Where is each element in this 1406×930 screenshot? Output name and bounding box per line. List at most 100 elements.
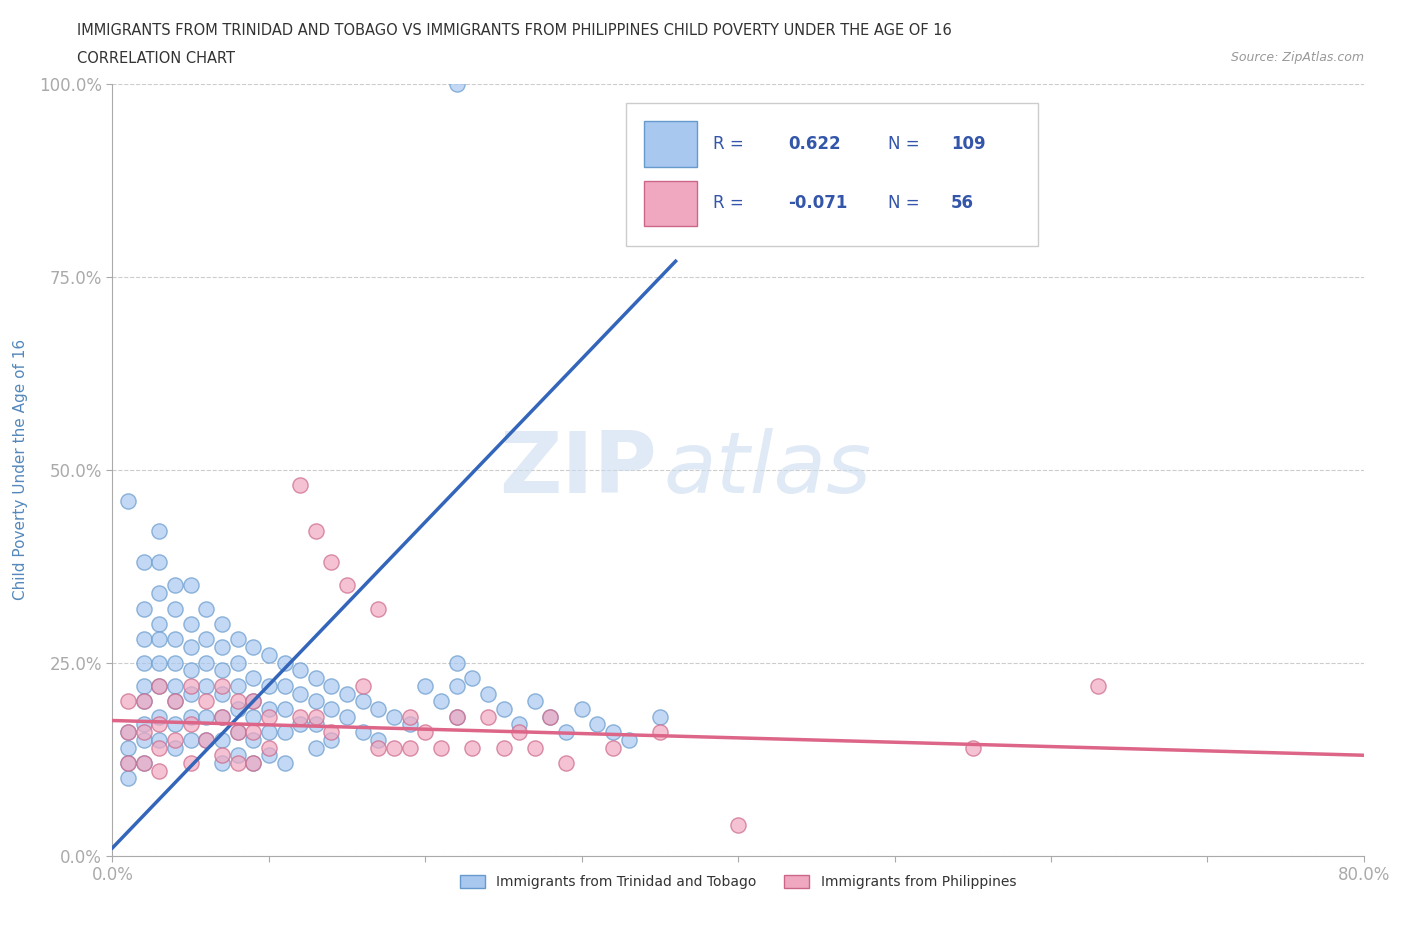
Point: [195, 601, 218, 616]
Point: [1087, 678, 1109, 693]
Point: [132, 601, 155, 616]
Point: [523, 694, 546, 709]
Point: [117, 724, 139, 739]
Point: [352, 678, 374, 693]
Text: 109: 109: [950, 135, 986, 153]
Point: [336, 578, 359, 593]
Point: [180, 640, 202, 655]
Text: IMMIGRANTS FROM TRINIDAD AND TOBAGO VS IMMIGRANTS FROM PHILIPPINES CHILD POVERTY: IMMIGRANTS FROM TRINIDAD AND TOBAGO VS I…: [77, 23, 952, 38]
Point: [163, 694, 186, 709]
Point: [132, 755, 155, 770]
Point: [336, 710, 359, 724]
Point: [727, 817, 749, 832]
Text: CORRELATION CHART: CORRELATION CHART: [77, 51, 235, 66]
Point: [148, 710, 170, 724]
Point: [163, 717, 186, 732]
Point: [492, 740, 515, 755]
Point: [148, 678, 170, 693]
Point: [382, 740, 405, 755]
Point: [273, 656, 295, 671]
Point: [180, 733, 202, 748]
Point: [211, 710, 233, 724]
Point: [117, 755, 139, 770]
Point: [195, 733, 218, 748]
Point: [555, 724, 578, 739]
Point: [211, 710, 233, 724]
Text: Source: ZipAtlas.com: Source: ZipAtlas.com: [1230, 51, 1364, 64]
Point: [195, 678, 218, 693]
Point: [211, 663, 233, 678]
Point: [461, 671, 484, 685]
Point: [602, 724, 624, 739]
Text: 56: 56: [950, 194, 974, 212]
Point: [477, 686, 499, 701]
Point: [132, 694, 155, 709]
Point: [477, 710, 499, 724]
Point: [211, 678, 233, 693]
Point: [226, 701, 249, 716]
Point: [446, 710, 468, 724]
Point: [398, 740, 420, 755]
Point: [290, 717, 312, 732]
Point: [211, 748, 233, 763]
Point: [290, 663, 312, 678]
Point: [398, 710, 420, 724]
Text: 0.622: 0.622: [789, 135, 841, 153]
Text: N =: N =: [889, 194, 920, 212]
Point: [148, 632, 170, 647]
Point: [226, 656, 249, 671]
Point: [617, 733, 640, 748]
Point: [523, 740, 546, 755]
Point: [257, 710, 280, 724]
Point: [242, 755, 264, 770]
Point: [180, 663, 202, 678]
Point: [290, 478, 312, 493]
Point: [132, 678, 155, 693]
Point: [321, 555, 343, 570]
Point: [132, 656, 155, 671]
Point: [180, 617, 202, 631]
Point: [148, 678, 170, 693]
Point: [148, 740, 170, 755]
Point: [242, 694, 264, 709]
Point: [321, 724, 343, 739]
Point: [148, 617, 170, 631]
Point: [211, 640, 233, 655]
Point: [242, 755, 264, 770]
Text: ZIP: ZIP: [499, 428, 657, 512]
Point: [446, 656, 468, 671]
Point: [163, 656, 186, 671]
Point: [508, 724, 530, 739]
Point: [195, 710, 218, 724]
Point: [352, 694, 374, 709]
Point: [571, 701, 593, 716]
Point: [163, 733, 186, 748]
Point: [132, 632, 155, 647]
Point: [180, 678, 202, 693]
Text: N =: N =: [889, 135, 920, 153]
Point: [367, 701, 389, 716]
Point: [602, 740, 624, 755]
Text: R =: R =: [713, 135, 744, 153]
Point: [382, 710, 405, 724]
Point: [148, 555, 170, 570]
Point: [305, 710, 328, 724]
Point: [132, 717, 155, 732]
Point: [540, 710, 562, 724]
Point: [226, 724, 249, 739]
Point: [148, 656, 170, 671]
Text: R =: R =: [713, 194, 744, 212]
Point: [242, 724, 264, 739]
Text: -0.071: -0.071: [789, 194, 848, 212]
Point: [461, 740, 484, 755]
Point: [648, 710, 671, 724]
Y-axis label: Child Poverty Under the Age of 16: Child Poverty Under the Age of 16: [13, 339, 28, 600]
Point: [586, 717, 609, 732]
FancyBboxPatch shape: [644, 121, 697, 166]
Point: [367, 601, 389, 616]
Point: [257, 647, 280, 662]
Point: [321, 733, 343, 748]
Point: [492, 701, 515, 716]
Point: [430, 740, 453, 755]
Point: [148, 586, 170, 601]
